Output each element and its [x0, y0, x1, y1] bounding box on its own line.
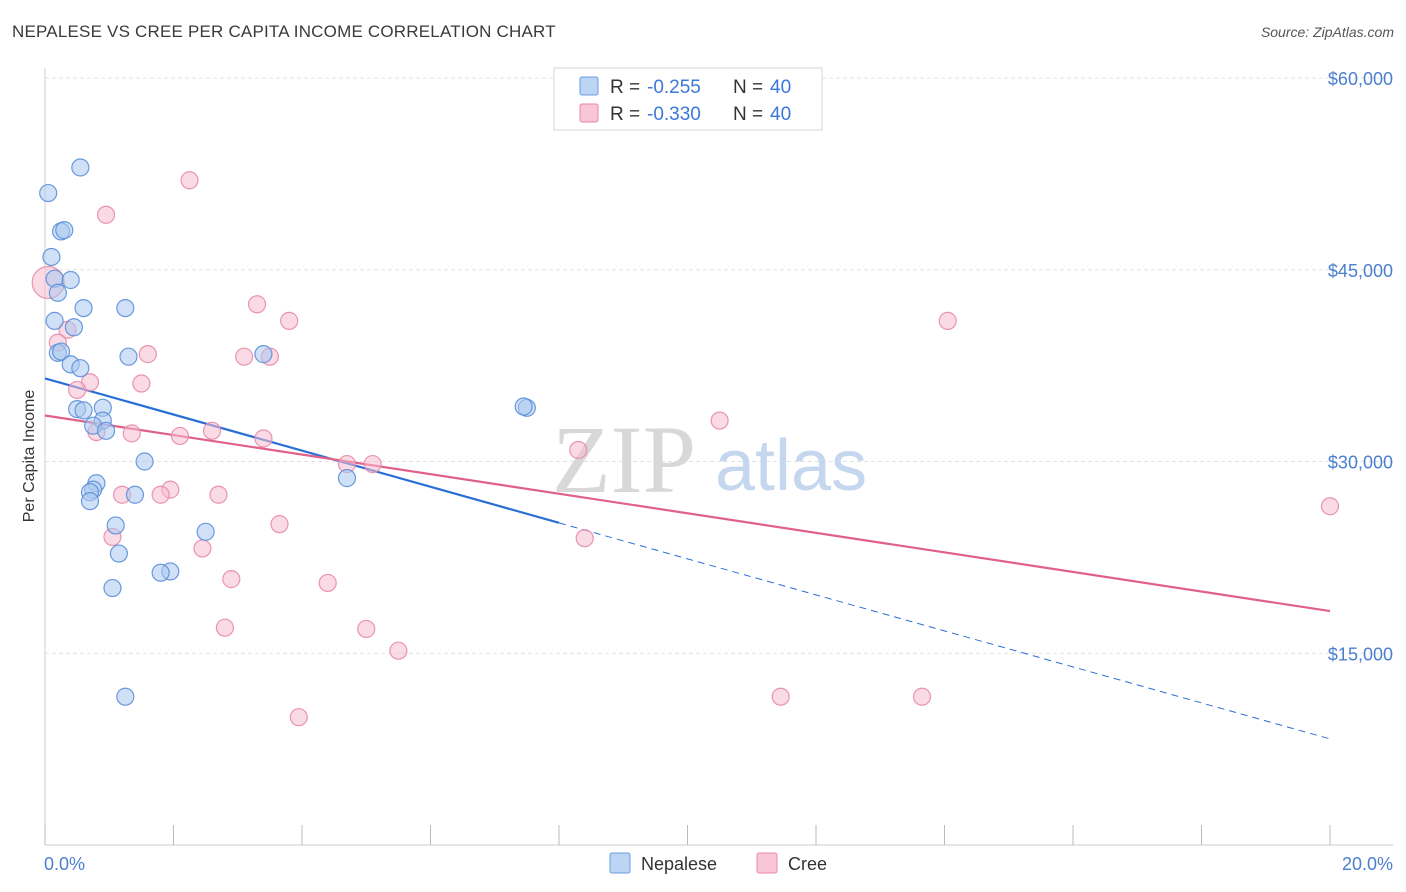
- point-nepalese-9: [45, 311, 64, 330]
- point-cree-22: [363, 454, 382, 474]
- point-cree-36: [289, 708, 308, 727]
- x-tick-label-1: 20.0%: [1342, 854, 1393, 874]
- point-nepalese-3: [55, 221, 74, 240]
- point-cree-34: [357, 619, 376, 639]
- y-tick-label-2: $45,000: [1328, 261, 1393, 281]
- chart-source: Source: ZipAtlas.com: [1260, 24, 1394, 40]
- point-cree-24: [151, 485, 170, 504]
- point-nepalese-14: [254, 345, 273, 364]
- watermark-zip: ZIP: [552, 406, 696, 513]
- point-cree-16: [202, 421, 222, 440]
- point-cree-15: [122, 424, 141, 443]
- point-nepalese-12: [51, 342, 71, 361]
- legend-n-label-cree: N =: [733, 104, 763, 125]
- trendline-cree: [44, 414, 1331, 613]
- point-nepalese-25: [337, 469, 357, 488]
- point-cree-3: [247, 295, 267, 314]
- chart-title: NEPALESE VS CREE PER CAPITA INCOME CORRE…: [12, 22, 556, 41]
- point-nepalese-37: [116, 687, 135, 706]
- point-cree-32: [318, 573, 337, 593]
- point-cree-17: [170, 426, 190, 446]
- point-cree-8: [138, 345, 157, 364]
- legend-swatch-cree: [579, 103, 599, 123]
- trend-lines: [44, 377, 1331, 740]
- legend-n-value-cree: 40: [770, 104, 791, 125]
- y-tick-label-1: $30,000: [1328, 453, 1393, 473]
- point-cree-27: [270, 515, 289, 534]
- legend-r-value-nepalese: -0.255: [647, 77, 701, 98]
- legend-r-value-cree: -0.330: [647, 104, 701, 125]
- bottom-legend-label-cree: Cree: [788, 854, 827, 874]
- bottom-legend: Nepalese Cree: [609, 852, 827, 874]
- y-axis-label: Per Capita Income: [21, 390, 38, 523]
- point-nepalese-10: [64, 318, 84, 337]
- point-cree-37: [771, 687, 790, 706]
- point-nepalese-39: [48, 283, 67, 302]
- bottom-legend-label-nepalese: Nepalese: [641, 854, 717, 874]
- x-tick-label-0: 0.0%: [44, 854, 85, 874]
- point-nepalese-13: [119, 347, 138, 366]
- point-cree-19: [710, 411, 729, 430]
- legend-r-label-cree: R =: [610, 104, 640, 125]
- point-nepalese-7: [74, 299, 93, 318]
- point-cree-13: [68, 380, 87, 400]
- y-tick-labels: $15,000 $30,000 $45,000 $60,000: [1328, 69, 1393, 664]
- point-cree-30: [193, 539, 212, 558]
- point-nepalese-38: [514, 397, 533, 416]
- point-nepalese-19: [74, 401, 93, 420]
- point-nepalese-4: [42, 247, 61, 267]
- point-cree-38: [912, 687, 932, 706]
- point-nepalese-0: [39, 183, 58, 203]
- point-nepalese-8: [116, 299, 135, 318]
- point-cree-12: [132, 374, 151, 393]
- point-nepalese-31: [106, 516, 125, 535]
- watermark: ZIP atlas: [552, 406, 867, 513]
- point-cree-1: [180, 171, 199, 190]
- point-nepalese-33: [109, 544, 128, 563]
- y-tick-label-0: $15,000: [1328, 644, 1393, 664]
- legend-swatch-nepalese: [579, 76, 599, 96]
- point-cree-4: [280, 311, 299, 330]
- point-cree-31: [222, 570, 241, 589]
- legend-r-label-nepalese: R =: [610, 77, 640, 98]
- point-cree-9: [235, 347, 254, 366]
- legend-n-label-nepalese: N =: [733, 77, 763, 98]
- point-cree-25: [209, 485, 228, 504]
- watermark-atlas: atlas: [715, 426, 867, 506]
- trendline-nepalese-solid: [44, 377, 560, 524]
- point-cree-39: [1320, 497, 1340, 516]
- trendline-nepalese-dashed: [558, 522, 1331, 740]
- point-cree-18: [254, 429, 273, 448]
- point-nepalese-6: [61, 270, 80, 290]
- point-nepalese-32: [196, 522, 215, 541]
- y-tick-label-3: $60,000: [1328, 69, 1393, 89]
- bottom-legend-swatch-cree: [756, 852, 778, 874]
- point-cree-2: [96, 205, 116, 224]
- point-nepalese-1: [71, 158, 90, 177]
- point-cree-20: [569, 440, 588, 460]
- point-nepalese-30: [80, 492, 100, 511]
- point-nepalese-23: [96, 421, 116, 440]
- point-nepalese-29: [125, 485, 145, 504]
- point-cree-5: [938, 311, 957, 330]
- legend-box: R = -0.255 N = 40 R = -0.330 N = 40: [553, 67, 823, 131]
- data-points: [31, 158, 1340, 727]
- x-tick-labels: 0.0% 20.0%: [44, 854, 1393, 874]
- point-cree-29: [575, 529, 594, 548]
- point-cree-33: [215, 618, 234, 637]
- point-nepalese-36: [103, 578, 122, 598]
- point-cree-35: [389, 641, 408, 660]
- legend-n-value-nepalese: 40: [770, 77, 791, 98]
- bottom-legend-swatch-nepalese: [609, 852, 631, 874]
- point-nepalese-24: [135, 452, 154, 471]
- point-nepalese-35: [151, 563, 170, 582]
- grid-lines: [45, 77, 1393, 654]
- point-nepalese-16: [71, 359, 90, 378]
